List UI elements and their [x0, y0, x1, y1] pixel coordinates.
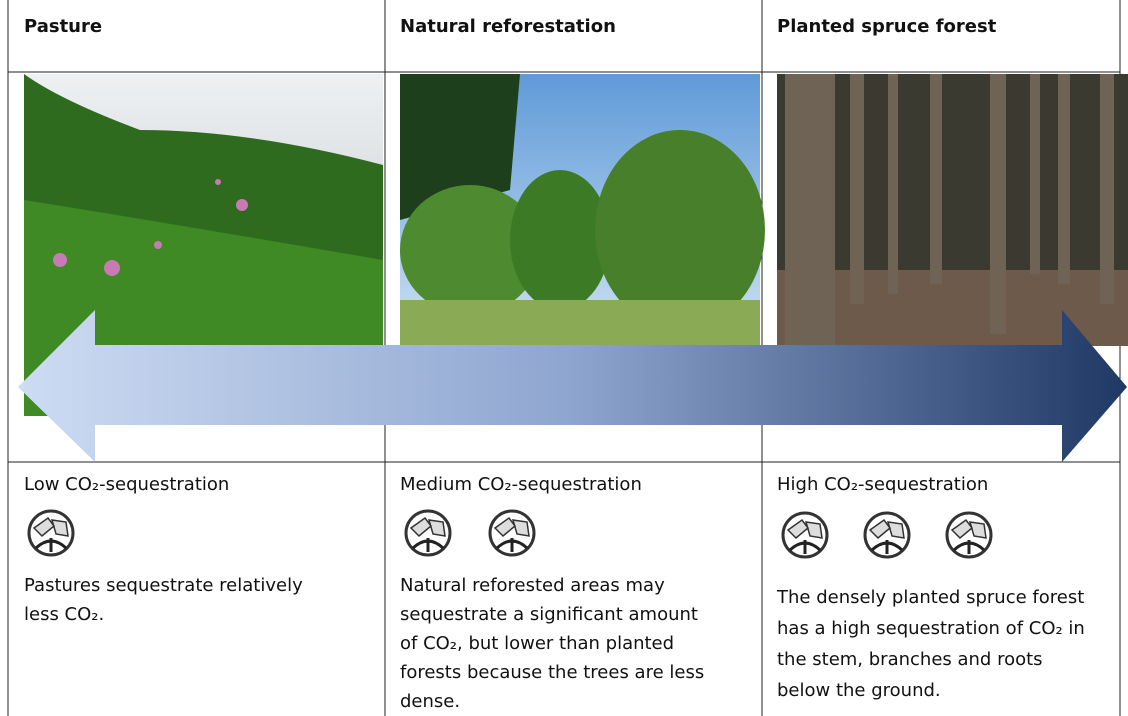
- column-title: Pasture: [24, 16, 102, 37]
- page: Pasture Natural reforestation Planted sp…: [0, 0, 1128, 716]
- spruce-photo: [777, 74, 1128, 346]
- level-label: Medium CO₂-sequestration: [400, 474, 642, 495]
- column-title: Planted spruce forest: [777, 16, 996, 37]
- level-label: High CO₂-sequestration: [777, 474, 988, 495]
- description-line: below the ground.: [777, 675, 1085, 706]
- description-line: Natural reforested areas may: [400, 571, 704, 600]
- description-line: forests because the trees are less: [400, 658, 704, 687]
- description-line: of CO₂, but lower than planted: [400, 629, 704, 658]
- column-title: Natural reforestation: [400, 16, 616, 37]
- description-line: Pastures sequestrate relatively: [24, 571, 303, 600]
- reforestation-photo: [400, 74, 765, 346]
- description-line: the stem, branches and roots: [777, 644, 1085, 675]
- description-line: less CO₂.: [24, 600, 303, 629]
- description-line: dense.: [400, 687, 704, 716]
- description-line: The densely planted spruce forest: [777, 582, 1085, 613]
- co2-icons: [29, 511, 991, 557]
- level-label: Low CO₂-sequestration: [24, 474, 229, 495]
- description-line: sequestrate a significant amount: [400, 600, 704, 629]
- description-line: has a high sequestration of CO₂ in: [777, 613, 1085, 644]
